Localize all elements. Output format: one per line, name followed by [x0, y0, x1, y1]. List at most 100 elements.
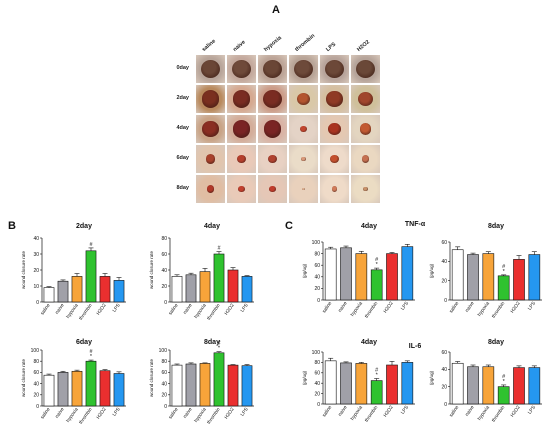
wound-photo-grid: saline naive hypoxia thrombin LPS H2O2 0day 2da… — [165, 33, 381, 204]
significance-marker: # — [375, 257, 379, 263]
wound-closure-4day-chart: 4day wound closure rate 0 20 40 60 80 saline nai… — [149, 223, 254, 321]
y-tick-label: 100 — [159, 348, 168, 354]
chart-title: 6day — [76, 339, 92, 346]
category-label: H2O2 — [383, 300, 395, 314]
wound-spot — [328, 123, 341, 135]
significance-marker: * — [218, 346, 221, 352]
bar-thrombin — [213, 253, 225, 303]
y-tick-label: 100 — [31, 348, 40, 354]
wound-spot — [232, 120, 251, 138]
category-label: thrombin — [206, 302, 222, 321]
y-tick-label: 80 — [161, 236, 167, 242]
row-label-0day: 0day — [176, 65, 189, 71]
category-label: hypoxia — [350, 404, 365, 421]
wound-spot — [293, 59, 314, 79]
significance-marker: # — [89, 349, 93, 355]
bar-thrombin — [85, 250, 97, 303]
wound-photo-0day-saline — [195, 54, 226, 84]
wound-photo-6day-naive — [226, 144, 257, 174]
category-label: H2O2 — [510, 404, 522, 418]
y-tick-label: 60 — [161, 252, 167, 258]
chart-title: 8day — [488, 339, 504, 346]
bar-h2o2 — [227, 364, 239, 407]
y-tick-label: 40 — [441, 259, 447, 265]
category-label: LPS — [527, 301, 537, 312]
category-label: hypoxia — [477, 300, 492, 317]
category-label: thrombin — [491, 404, 507, 423]
tnf-alpha-4day-chart: 4day (pg/ug) 0 20 40 60 80 100 saline naive hypoxi… — [302, 223, 415, 319]
bar-hypoxia — [199, 271, 211, 303]
bar-h2o2 — [386, 253, 398, 301]
wound-photo-2day-thrombin — [288, 84, 319, 114]
significance-marker: # — [217, 341, 221, 347]
category-label: saline — [448, 300, 460, 314]
wound-closure-8day-chart: 8day wound closure rate 0 20 40 60 80 100 saline… — [149, 339, 254, 425]
wound-photo-2day-h2o2 — [350, 84, 381, 114]
bar-lps — [401, 246, 414, 301]
bar-naive — [185, 274, 197, 303]
category-label: hypoxia — [193, 302, 208, 319]
wound-spot — [363, 186, 368, 192]
wound-spot — [301, 187, 306, 191]
bar-lps — [528, 367, 541, 405]
y-axis-label: wound closure rate — [149, 358, 154, 397]
bar-thrombin — [85, 360, 97, 407]
bar-hypoxia — [71, 276, 83, 303]
wound-photo-2day-lps — [319, 84, 350, 114]
category-label: thrombin — [364, 300, 380, 319]
wound-photo-4day-hypoxia — [257, 114, 288, 144]
significance-marker: # — [502, 264, 506, 270]
y-tick-label: 100 — [312, 240, 321, 246]
y-axis-label: (pg/ug) — [302, 263, 307, 278]
wound-spot — [330, 154, 339, 164]
wound-spot — [300, 125, 307, 133]
wound-spot — [205, 154, 216, 164]
wound-spot — [202, 121, 219, 137]
wound-spot — [355, 59, 376, 79]
wound-spot — [301, 156, 306, 162]
y-axis-label: wound closure rate — [21, 358, 26, 397]
y-tick-label: 0 — [36, 300, 39, 306]
y-tick-label: 40 — [314, 275, 320, 281]
category-label: saline — [40, 406, 52, 420]
bar-naive — [340, 247, 352, 301]
y-tick-label: 60 — [314, 371, 320, 377]
bar-lps — [241, 276, 253, 303]
category-label: hypoxia — [477, 404, 492, 421]
panel-letter-c: C — [285, 220, 293, 232]
wound-photo-8day-h2o2 — [350, 174, 381, 204]
bar-h2o2 — [227, 269, 239, 303]
bar-naive — [185, 363, 197, 407]
wound-photo-0day-hypoxia — [257, 54, 288, 84]
category-label: naive — [337, 300, 349, 313]
il6-8day-chart: 8day (pg/ug) 0 20 40 60 saline naive hypoxia thro… — [429, 339, 542, 423]
y-tick-label: 20 — [314, 286, 320, 292]
row-label-2day: 2day — [176, 95, 189, 101]
wound-spot — [359, 123, 372, 135]
y-tick-label: 40 — [314, 381, 320, 387]
category-label: LPS — [527, 405, 537, 416]
category-label: LPS — [112, 303, 122, 314]
category-label: saline — [321, 404, 333, 418]
bar-saline — [43, 374, 55, 407]
category-label: LPS — [240, 407, 250, 418]
chart-title: 8day — [204, 339, 220, 346]
y-tick-label: 80 — [33, 359, 39, 365]
y-axis-label: wound closure rate — [149, 250, 154, 289]
wound-photo-2day-naive — [226, 84, 257, 114]
bar-saline — [451, 362, 464, 405]
y-tick-label: 100 — [312, 350, 321, 356]
category-label: thrombin — [78, 406, 94, 425]
y-axis-label: (pg/ug) — [302, 370, 307, 385]
panel-letter-b: B — [8, 220, 16, 232]
wound-spot — [331, 186, 338, 192]
y-tick-label: 0 — [317, 402, 320, 408]
y-tick-label: 0 — [444, 402, 447, 408]
wound-spot — [238, 186, 245, 192]
category-label: naive — [464, 300, 476, 313]
category-label: thrombin — [364, 404, 380, 423]
significance-marker: # — [375, 368, 379, 374]
category-label: thrombin — [206, 406, 222, 425]
category-label: LPS — [112, 407, 122, 418]
category-label: saline — [168, 302, 180, 316]
